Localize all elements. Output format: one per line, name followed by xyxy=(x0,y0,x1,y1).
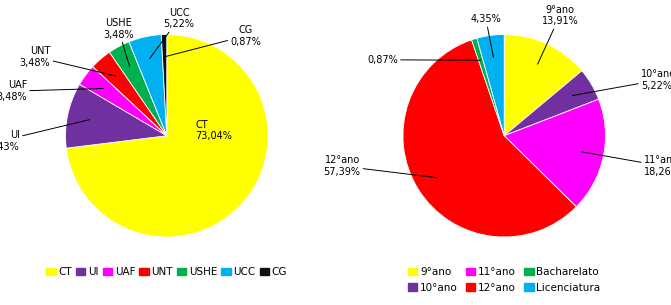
Text: 9°ano
13,91%: 9°ano 13,91% xyxy=(537,5,578,64)
Wedge shape xyxy=(93,52,167,136)
Text: USHE
3,48%: USHE 3,48% xyxy=(103,18,134,66)
Wedge shape xyxy=(504,99,605,207)
Wedge shape xyxy=(129,34,167,136)
Text: UAF
3,48%: UAF 3,48% xyxy=(0,81,103,102)
Text: CG
0,87%: CG 0,87% xyxy=(164,25,261,57)
Wedge shape xyxy=(109,42,167,136)
Text: 12°ano
57,39%: 12°ano 57,39% xyxy=(323,155,437,178)
Wedge shape xyxy=(80,66,167,136)
Text: UCC
5,22%: UCC 5,22% xyxy=(150,8,195,59)
Wedge shape xyxy=(477,34,504,136)
Wedge shape xyxy=(504,71,599,136)
Wedge shape xyxy=(504,34,582,136)
Wedge shape xyxy=(66,34,268,237)
Wedge shape xyxy=(403,40,576,237)
Wedge shape xyxy=(161,34,167,136)
Text: CT
73,04%: CT 73,04% xyxy=(195,120,232,142)
Legend: CT, UI, UAF, UNT, USHE, UCC, CG: CT, UI, UAF, UNT, USHE, UCC, CG xyxy=(46,267,287,277)
Text: 0,87%: 0,87% xyxy=(367,55,481,65)
Text: UI
10,43%: UI 10,43% xyxy=(0,120,89,152)
Text: 4,35%: 4,35% xyxy=(470,14,501,57)
Wedge shape xyxy=(66,84,167,148)
Wedge shape xyxy=(472,38,504,136)
Legend: 9°ano, 10°ano, 11°ano, 12°ano, Bacharelato, Licenciatura: 9°ano, 10°ano, 11°ano, 12°ano, Bacharela… xyxy=(408,267,601,292)
Text: UNT
3,48%: UNT 3,48% xyxy=(19,46,115,76)
Text: 11°ano
18,26%: 11°ano 18,26% xyxy=(582,152,671,177)
Text: 10°ano
5,22%: 10°ano 5,22% xyxy=(572,69,671,95)
